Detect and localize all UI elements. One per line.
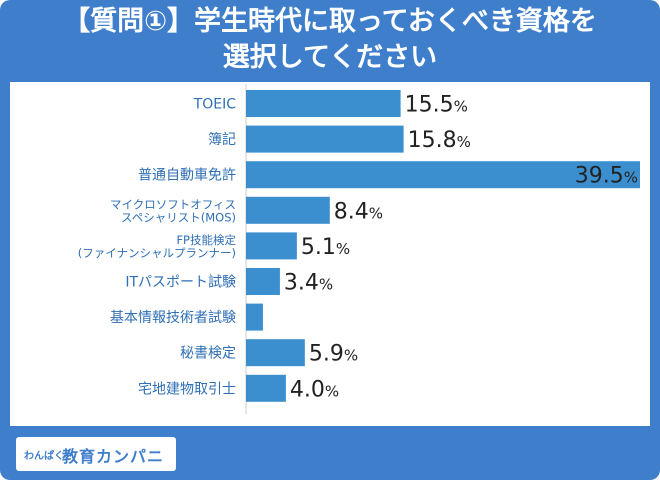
bar bbox=[246, 196, 330, 224]
category-label: マイクロソフトオフィススペシャリスト(MOS) bbox=[110, 197, 236, 224]
bar bbox=[246, 303, 263, 331]
bar bbox=[246, 161, 640, 189]
bar bbox=[246, 125, 404, 153]
category-label: 秘書検定 bbox=[180, 346, 236, 362]
value-label: 5.1% bbox=[301, 235, 350, 260]
bar bbox=[246, 339, 305, 367]
value-label: 5.9% bbox=[309, 342, 358, 367]
logo-small-text: わんぱく bbox=[24, 451, 64, 462]
title-line-2: 選択してください bbox=[222, 42, 438, 73]
category-label: ITパスポート試験 bbox=[125, 275, 236, 291]
category-label: 簿記 bbox=[208, 131, 236, 148]
category-label: 宅地建物取引士 bbox=[138, 381, 236, 397]
bar bbox=[246, 374, 286, 402]
chart-panel: TOEIC 15.5% 簿記 15.8% 普通自動車免許 39.5% マイクロソフトオフィス… bbox=[10, 82, 650, 426]
bar bbox=[246, 90, 401, 117]
logo-main-text: 教育カンパニー bbox=[62, 447, 165, 480]
value-label: 15.5% bbox=[405, 93, 468, 118]
category-label: 普通自動車免許 bbox=[138, 167, 236, 184]
category-label: 基本情報技術者試験 bbox=[110, 309, 236, 326]
category-label: FP技能検定(ファイナンシャルプランナー) bbox=[78, 233, 237, 260]
value-label: 3.4% bbox=[284, 271, 333, 296]
company-logo: わんぱく 教育カンパニー bbox=[16, 437, 176, 480]
value-label: 39.5% bbox=[575, 164, 638, 189]
value-label: 8.4% bbox=[334, 199, 383, 224]
bar bbox=[246, 268, 280, 295]
chart-title: 【質問①】学生時代に取っておくべき資格を 選択してください bbox=[0, 4, 660, 76]
title-line-1: 【質問①】学生時代に取っておくべき資格を bbox=[63, 6, 597, 37]
bar bbox=[246, 232, 297, 260]
bar-chart: TOEIC 15.5% 簿記 15.8% 普通自動車免許 39.5% マイクロソフトオフィス… bbox=[78, 84, 640, 414]
value-label: 4.0% bbox=[290, 377, 339, 402]
value-label: 15.8% bbox=[408, 128, 471, 153]
category-label: TOEIC bbox=[193, 97, 237, 113]
